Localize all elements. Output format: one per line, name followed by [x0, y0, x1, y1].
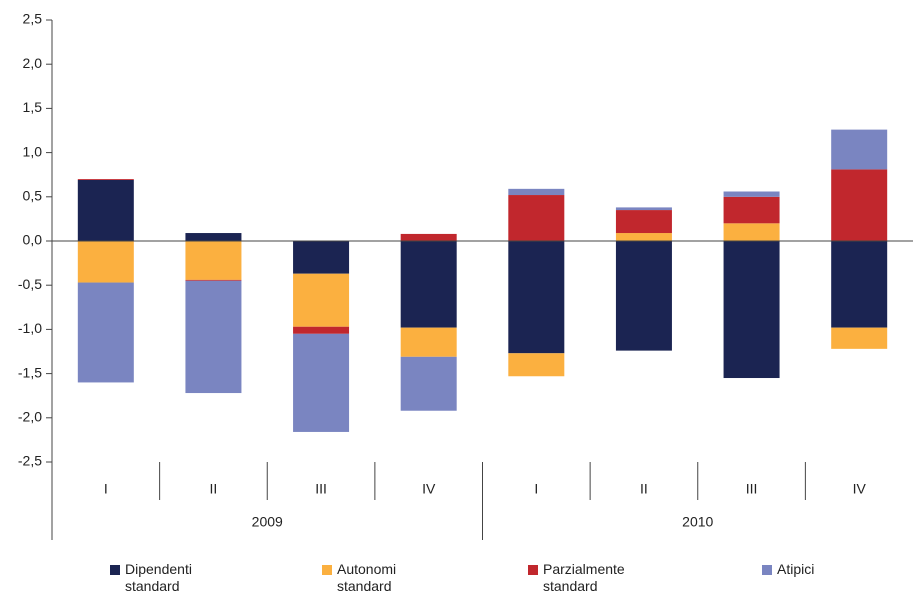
legend-label: Autonomi standard	[337, 561, 397, 594]
y-tick-label: 1,5	[23, 99, 43, 115]
bar-segment	[77, 179, 134, 181]
y-tick-label: 0,5	[23, 188, 43, 204]
bar-segment	[723, 241, 780, 379]
bar-segment	[185, 279, 242, 281]
x-tick-label: IV	[422, 481, 436, 497]
bar-segment	[400, 241, 457, 328]
x-tick-label: IV	[853, 481, 867, 497]
bar-segment	[293, 273, 350, 327]
group-label: 2009	[252, 514, 283, 530]
legend-label: Parzialmente standard	[543, 561, 625, 594]
bar-segment	[723, 191, 780, 197]
legend-item: Autonomi standard	[322, 561, 437, 595]
legend-item: Atipici	[762, 561, 877, 578]
x-tick-label: II	[640, 481, 648, 497]
bar-segment	[615, 241, 672, 351]
x-tick-label: III	[315, 481, 327, 497]
group-label: 2010	[682, 514, 713, 530]
bar-segment	[723, 196, 780, 224]
legend-swatch	[322, 565, 332, 575]
x-tick-label: I	[534, 481, 538, 497]
bar-segment	[77, 282, 134, 383]
bar-segment	[615, 210, 672, 234]
bar-segment	[831, 327, 888, 349]
legend-item: Parzialmente standard	[528, 561, 643, 595]
bar-segment	[723, 223, 780, 241]
bar-segment	[400, 233, 457, 241]
y-tick-label: 0,0	[23, 232, 43, 248]
bar-segment	[77, 241, 134, 283]
bar-segment	[508, 188, 565, 196]
bar-segment	[185, 280, 242, 394]
x-tick-label: III	[746, 481, 758, 497]
y-tick-label: -2,5	[18, 453, 42, 469]
x-tick-label: I	[104, 481, 108, 497]
bar-segment	[831, 169, 888, 241]
y-tick-label: 1,0	[23, 143, 43, 159]
y-tick-label: -2,0	[18, 409, 42, 425]
legend-label: Atipici	[777, 561, 815, 577]
bar-segment	[615, 207, 672, 211]
bar-segment	[400, 327, 457, 357]
bar-segment	[293, 326, 350, 334]
bar-segment	[831, 129, 888, 170]
bar-segment	[185, 241, 242, 280]
bar-segment	[508, 241, 565, 354]
legend-swatch	[762, 565, 772, 575]
legend-label: Dipendenti standard	[125, 561, 192, 594]
y-tick-label: -1,0	[18, 320, 42, 336]
bar-segment	[615, 233, 672, 241]
y-tick-label: -1,5	[18, 364, 42, 380]
x-tick-label: II	[210, 481, 218, 497]
bar-segment	[831, 241, 888, 328]
bar-segment	[508, 195, 565, 241]
legend-swatch	[528, 565, 538, 575]
y-tick-label: 2,0	[23, 55, 43, 71]
legend-swatch	[110, 565, 120, 575]
y-tick-label: 2,5	[23, 11, 43, 27]
bar-segment	[185, 233, 242, 241]
bar-segment	[293, 241, 350, 274]
y-tick-label: -0,5	[18, 276, 42, 292]
legend-item: Dipendenti standard	[110, 561, 225, 595]
bar-segment	[400, 356, 457, 411]
bar-segment	[77, 180, 134, 241]
bar-segment	[293, 333, 350, 432]
bar-segment	[508, 353, 565, 377]
